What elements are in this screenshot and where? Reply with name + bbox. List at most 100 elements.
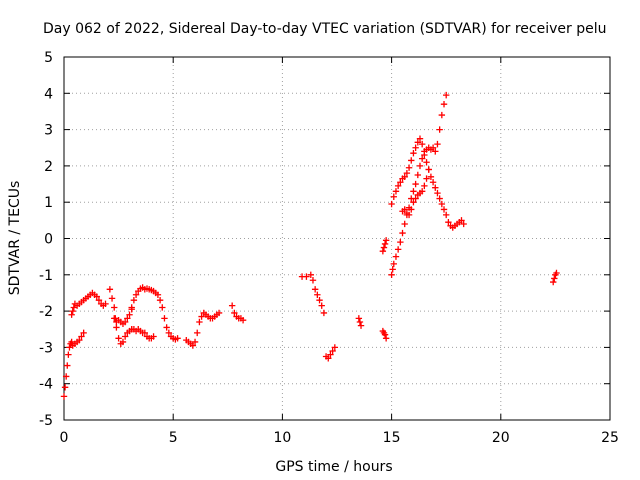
data-point [215,309,223,317]
data-point [432,184,439,191]
data-point [66,344,73,351]
data-point [102,300,109,308]
x-tick-label: 5 [169,430,178,446]
data-point [141,329,149,337]
data-point [412,144,419,151]
x-tick-label: 0 [60,430,69,446]
data-point [418,140,426,148]
data-point [115,335,122,342]
data-point [403,169,411,177]
y-tick-label: -2 [39,304,53,320]
data-point [416,162,424,170]
x-tick-label: 20 [492,430,510,446]
data-point [121,333,129,340]
y-tick-label: 5 [44,50,53,66]
data-point [410,149,417,157]
data-point [331,344,339,351]
data-point [121,318,129,326]
data-point [410,199,417,206]
data-point [356,318,364,326]
data-point [408,157,415,164]
data-point [408,206,415,213]
data-point [62,373,70,380]
y-tick-label: -1 [39,268,53,284]
data-point [388,200,395,208]
y-tick-label: -5 [39,413,53,429]
data-point [399,229,406,237]
data-point [429,179,437,186]
data-point [156,297,164,304]
data-point [438,200,446,208]
data-point [553,269,560,277]
data-point [191,338,199,346]
data-point [78,333,85,340]
data-point [113,324,120,331]
data-point [418,188,426,195]
data-point [401,220,408,228]
data-point [380,244,388,251]
y-axis-label: SDTVAR / TECUs [7,181,23,296]
data-point [423,175,430,182]
y-tick-label: 3 [44,123,53,139]
data-point [239,316,247,324]
data-point [550,278,557,286]
data-point [397,238,404,246]
data-point [392,253,400,260]
data-point [159,304,166,311]
data-point [111,315,118,322]
data-point [438,111,446,119]
data-point [401,206,408,213]
x-tick-label: 10 [273,430,291,446]
data-point [194,329,201,337]
data-point [392,188,400,195]
data-point [551,275,558,282]
data-point [106,286,114,293]
data-point [165,329,173,337]
data-point [93,293,100,300]
data-point [303,273,310,280]
data-point [316,297,323,304]
data-point [189,342,197,349]
data-point [327,351,334,358]
x-axis-label: GPS time / hours [275,459,392,475]
data-point [410,188,417,195]
data-point [150,333,157,340]
data-point [95,297,103,304]
data-point [174,335,181,342]
data-point [434,140,441,148]
data-point [421,182,428,190]
data-point [228,302,236,309]
data-point [440,206,448,213]
data-point [418,155,426,162]
x-tick-label: 15 [383,430,401,446]
data-point [198,313,205,320]
chart-title: Day 062 of 2022, Sidereal Day-to-day VTE… [43,21,606,37]
data-point [414,171,422,179]
data-point [416,135,424,142]
data-point [65,351,72,358]
data-point [443,211,450,219]
data-point [412,180,419,188]
data-point [231,309,238,317]
y-tick-label: 0 [44,232,53,248]
data-point [425,166,432,173]
data-point [460,220,467,228]
data-point [61,384,69,391]
data-point [154,291,162,298]
x-tick-label: 25 [601,430,619,446]
data-point [394,246,402,253]
y-tick-label: -4 [39,377,53,393]
data-point [69,307,76,315]
data-point [161,315,168,322]
data-point [108,295,116,302]
data-point [355,315,363,322]
data-point [124,315,131,322]
data-point [111,304,118,311]
data-point [405,164,413,171]
data-point [394,182,402,190]
data-point [382,237,390,244]
data-point [309,277,317,284]
data-point [320,309,328,317]
data-point [311,286,319,293]
